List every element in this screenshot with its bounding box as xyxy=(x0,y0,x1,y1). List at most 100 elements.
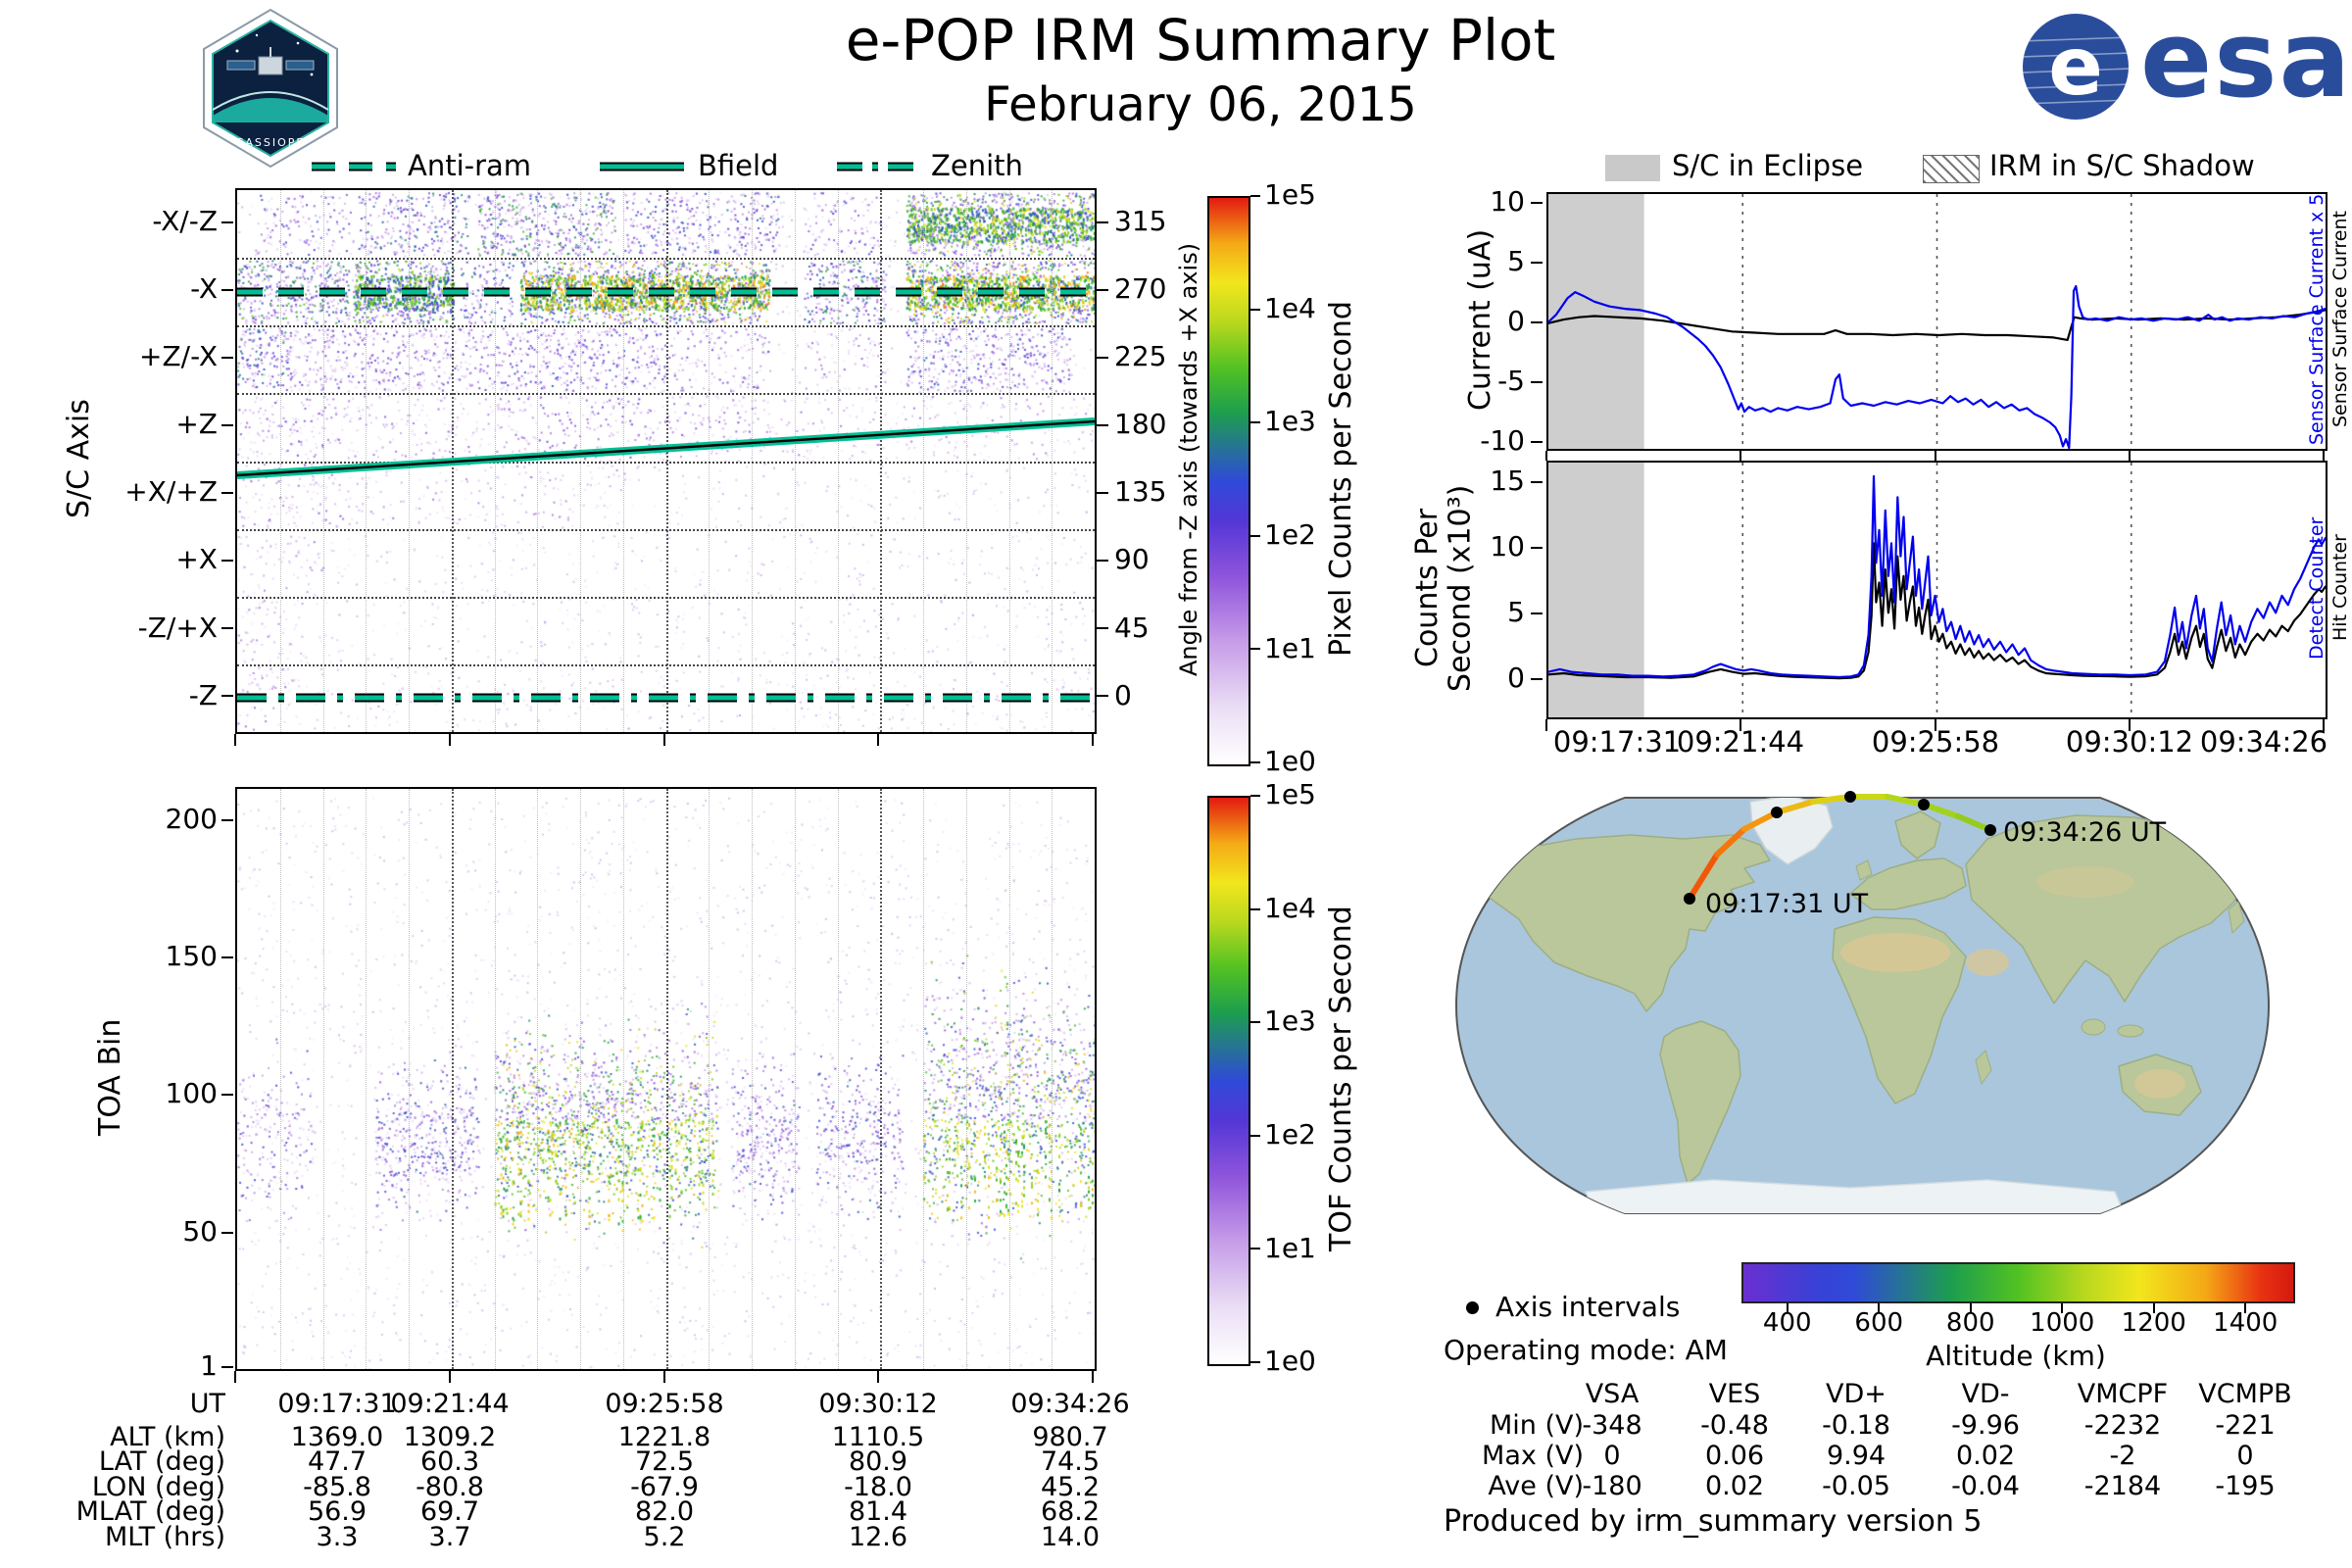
ephemeris-cell: 56.9 xyxy=(307,1496,368,1527)
tick-mark xyxy=(1531,441,1543,443)
axis-interval-dot xyxy=(1984,824,1996,836)
voltage-cell: -195 xyxy=(2215,1471,2276,1501)
toa-spectrogram-panel xyxy=(235,787,1097,1371)
time-xtick-label: 09:21:44 xyxy=(1676,725,1805,759)
tick-mark xyxy=(1545,451,1547,461)
map-labels: 09:17:31 UT 09:34:26 UT xyxy=(1705,817,2167,919)
tick-mark xyxy=(1097,492,1108,495)
patch-star xyxy=(310,73,314,76)
continent-antarctica xyxy=(1585,1179,2126,1213)
tick-mark xyxy=(1092,1371,1094,1383)
tof-cb-tick-label: 1e3 xyxy=(1264,1004,1316,1037)
pixel-cb-tick-label: 1e2 xyxy=(1264,518,1316,551)
tick-mark xyxy=(877,734,880,746)
axis-band-label: +X/+Z xyxy=(124,475,218,508)
ephemeris-cell: 09:30:12 xyxy=(818,1389,938,1419)
current-ytick-label: -5 xyxy=(1497,365,1525,397)
minor-gridline xyxy=(279,789,281,1369)
map-start-label: 09:17:31 UT xyxy=(1705,889,1869,919)
axis-band-label: +Z/-X xyxy=(139,340,218,372)
ephemeris-cell: 09:34:26 xyxy=(1010,1389,1130,1419)
tick-mark xyxy=(221,356,233,359)
esa-logo-disc xyxy=(2023,14,2129,120)
tick-mark xyxy=(2323,451,2325,461)
minor-gridline xyxy=(923,789,924,1369)
tick-mark xyxy=(448,1371,451,1383)
tick-mark xyxy=(221,627,233,630)
island-japan xyxy=(2228,901,2245,934)
tof-colorbar-title: TOF Counts per Second xyxy=(1324,906,1358,1252)
tof-cb-tick-label: 1e5 xyxy=(1264,778,1316,810)
tick-mark xyxy=(1250,761,1260,763)
ephemeris-cell: 60.3 xyxy=(419,1446,480,1477)
tick-mark xyxy=(2061,1303,2064,1313)
angle-tick-label: 45 xyxy=(1114,612,1150,644)
current-right-label-blue: Sensor Surface Current x 5 xyxy=(2306,193,2328,446)
band-boundary-line xyxy=(237,528,1095,531)
tick-mark xyxy=(1250,421,1260,424)
minor-gridline xyxy=(580,789,581,1369)
continent-scandinavia xyxy=(1894,810,1941,859)
tick-mark xyxy=(1250,907,1260,910)
tick-mark xyxy=(221,1231,233,1234)
tick-mark xyxy=(1531,547,1543,549)
ephemeris-row-label: MLAT (deg) xyxy=(75,1496,225,1527)
orbit-track-segment xyxy=(1774,799,1816,815)
tick-mark xyxy=(1531,678,1543,680)
voltage-cell: 0 xyxy=(1603,1441,1621,1471)
tick-mark xyxy=(1097,288,1108,291)
tof-cb-tick-label: 1e0 xyxy=(1264,1345,1316,1377)
tick-mark xyxy=(2323,719,2325,731)
ephemeris-row-label: UT xyxy=(189,1389,225,1419)
time-xtick-label: 09:34:26 xyxy=(2199,725,2328,759)
altitude-tick-label: 1200 xyxy=(2121,1308,2186,1338)
ephemeris-row-label: LAT (deg) xyxy=(98,1446,225,1477)
orbit-track-segment xyxy=(1921,802,1961,819)
ephemeris-cell: -80.8 xyxy=(416,1472,484,1502)
orbit-track-segment xyxy=(1810,794,1853,805)
minor-gridline xyxy=(622,789,624,1369)
toa-ytick-label: 100 xyxy=(165,1077,218,1109)
eclipse-region xyxy=(1548,194,1644,449)
current-ytick-label: -10 xyxy=(1480,424,1525,457)
cassiope-mission-patch: CASSIOPE xyxy=(203,8,338,169)
toa-ytick-label: 200 xyxy=(165,803,218,835)
ephemeris-cell: 09:17:31 xyxy=(277,1389,397,1419)
tick-mark xyxy=(2128,719,2131,731)
voltage-cell: -9.96 xyxy=(1951,1410,2020,1441)
tick-mark xyxy=(1786,1303,1788,1313)
minor-gridline xyxy=(322,789,324,1369)
island-borneo xyxy=(2081,1018,2106,1036)
counts-ytick-label: 5 xyxy=(1507,596,1525,628)
tick-mark xyxy=(1097,423,1108,426)
tick-mark xyxy=(1969,1303,1972,1313)
tick-mark xyxy=(1097,220,1108,223)
series-detect-counter xyxy=(1548,474,2326,679)
tick-mark xyxy=(1531,381,1543,383)
tick-mark xyxy=(2152,1303,2155,1313)
ephemeris-cell: 5.2 xyxy=(643,1522,686,1552)
tick-mark xyxy=(1531,481,1543,483)
pixel-cb-tick-label: 1e0 xyxy=(1264,745,1316,777)
orbit-track-segment xyxy=(1885,794,1927,808)
ephemeris-cell: 68.2 xyxy=(1040,1496,1101,1527)
altitude-colorbar xyxy=(1741,1262,2295,1303)
continent-north-america xyxy=(1475,834,1771,1012)
band-boundary-line xyxy=(237,596,1095,599)
tof-cb-tick-label: 1e1 xyxy=(1264,1232,1316,1264)
time-xtick-label: 09:17:31 xyxy=(1552,725,1682,759)
minor-gridline xyxy=(537,789,539,1369)
counts-ytick-label: 15 xyxy=(1490,465,1525,497)
orbit-track-segment xyxy=(1714,826,1747,858)
tick-mark xyxy=(1934,451,1936,461)
pixel-cb-tick-label: 1e3 xyxy=(1264,405,1316,437)
sc-axis-spectrogram-panel xyxy=(235,188,1097,734)
zenith-line-sample xyxy=(837,162,921,172)
ephemeris-cell: -18.0 xyxy=(844,1472,912,1502)
shadow-swatch xyxy=(1923,155,1980,183)
anti-ram-line-sample xyxy=(312,162,396,172)
tick-mark xyxy=(1740,451,1742,461)
world-map: 09:17:31 UT 09:34:26 UT xyxy=(1454,791,2271,1214)
ephemeris-cell: 980.7 xyxy=(1032,1422,1108,1452)
band-boundary-line xyxy=(237,393,1095,396)
